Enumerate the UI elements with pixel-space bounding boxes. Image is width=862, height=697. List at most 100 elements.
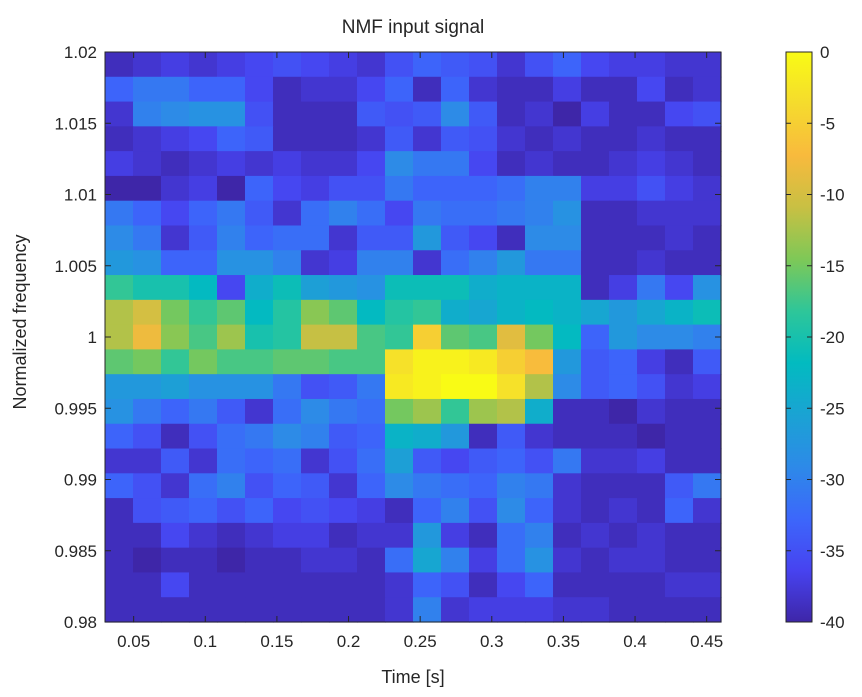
heatmap-cell (609, 52, 638, 78)
heatmap-cell (637, 547, 666, 574)
heatmap-cell (133, 324, 162, 350)
heatmap-cell (189, 126, 218, 152)
heatmap-cell (609, 374, 638, 400)
heatmap-cell (301, 275, 330, 301)
heatmap-cell (469, 126, 498, 152)
heatmap-cell (525, 423, 554, 450)
heatmap-cell (245, 522, 274, 549)
heatmap-cell (245, 250, 274, 276)
heatmap-cell (665, 398, 694, 425)
heatmap-cell (133, 423, 162, 450)
heatmap-cell (357, 597, 386, 623)
heatmap-cell (609, 250, 638, 276)
heatmap-cell (497, 398, 526, 425)
y-axis: 0.98 0.985 0.99 0.995 1 1.005 1.01 1.015 1.02 (54, 43, 721, 632)
heatmap-cell (441, 324, 470, 350)
y-tick-label: 0.985 (54, 542, 97, 561)
heatmap-cell (525, 597, 554, 623)
heatmap-cell (133, 547, 162, 574)
heatmap-cell (301, 374, 330, 400)
heatmap-cell (273, 522, 302, 549)
heatmap-cell (693, 175, 722, 202)
heatmap-cell (441, 374, 470, 400)
heatmap-cell (441, 275, 470, 301)
heatmap-cell (217, 101, 246, 127)
heatmap-cell (133, 76, 162, 103)
heatmap-cell (693, 522, 722, 549)
heatmap-cell (665, 76, 694, 103)
heatmap-cell (273, 597, 302, 623)
heatmap-cell (665, 275, 694, 301)
heatmap-cell (553, 126, 582, 152)
heatmap-cell (525, 572, 554, 598)
heatmap-cell (133, 398, 162, 425)
heatmap-cell (189, 151, 218, 177)
heatmap-cell (189, 76, 218, 103)
heatmap-cell (497, 101, 526, 127)
heatmap-cell (245, 498, 274, 524)
heatmap-cell (273, 200, 302, 227)
heatmap-cell (301, 225, 330, 251)
heatmap-cell (497, 522, 526, 549)
heatmap-cell (413, 522, 442, 549)
heatmap-cell (497, 423, 526, 450)
heatmap-cell (357, 126, 386, 152)
heatmap-cell (357, 498, 386, 524)
y-tick-label: 1.01 (64, 186, 97, 205)
heatmap-cell (329, 522, 358, 549)
heatmap-cell (693, 225, 722, 251)
heatmap-cell (301, 151, 330, 177)
heatmap-cell (245, 547, 274, 574)
heatmap-cell (581, 349, 610, 375)
heatmap-cell (245, 275, 274, 301)
heatmap-cell (217, 522, 246, 549)
heatmap-cell (693, 52, 722, 78)
heatmap-cell (105, 398, 134, 425)
heatmap-cell (329, 76, 358, 103)
heatmap-cell (357, 423, 386, 450)
heatmap-cell (609, 299, 638, 326)
heatmap-cell (105, 225, 134, 251)
heatmap-cell (357, 76, 386, 103)
y-tick-label: 0.98 (64, 613, 97, 632)
y-axis-title: Normalized frequency (10, 234, 30, 409)
heatmap-cell (609, 349, 638, 375)
heatmap-cell (217, 52, 246, 78)
heatmap-cell (693, 597, 722, 623)
heatmap-cell (385, 572, 414, 598)
colorbar-tick-label: -25 (820, 399, 845, 418)
heatmap-cell (665, 522, 694, 549)
heatmap-cell (581, 175, 610, 202)
heatmap-cell (665, 250, 694, 276)
heatmap-cell (329, 275, 358, 301)
heatmap-cell (245, 200, 274, 227)
heatmap-cell (329, 423, 358, 450)
heatmap-cell (525, 547, 554, 574)
heatmap-cell (273, 250, 302, 276)
heatmap-cell (525, 200, 554, 227)
heatmap-cell (217, 175, 246, 202)
heatmap-cell (385, 597, 414, 623)
heatmap-cell (469, 349, 498, 375)
heatmap-cell (693, 349, 722, 375)
heatmap-cell (357, 101, 386, 127)
heatmap-cell (161, 374, 190, 400)
heatmap-cell (189, 498, 218, 524)
heatmap-cell (133, 151, 162, 177)
heatmap-cell (161, 423, 190, 450)
heatmap-cell (581, 522, 610, 549)
heatmap-cell (273, 126, 302, 152)
heatmap-cell (217, 225, 246, 251)
heatmap-cell (693, 275, 722, 301)
y-tick-label: 0.99 (64, 471, 97, 490)
heatmap-cell (693, 151, 722, 177)
heatmap-cell (525, 250, 554, 276)
heatmap-cell (105, 151, 134, 177)
heatmap-cell (413, 126, 442, 152)
y-tick-label: 1.02 (64, 43, 97, 62)
heatmap-cell (469, 175, 498, 202)
heatmap-cell (497, 547, 526, 574)
heatmap-cell (609, 275, 638, 301)
heatmap-cell (385, 349, 414, 375)
heatmap-cell (329, 473, 358, 499)
